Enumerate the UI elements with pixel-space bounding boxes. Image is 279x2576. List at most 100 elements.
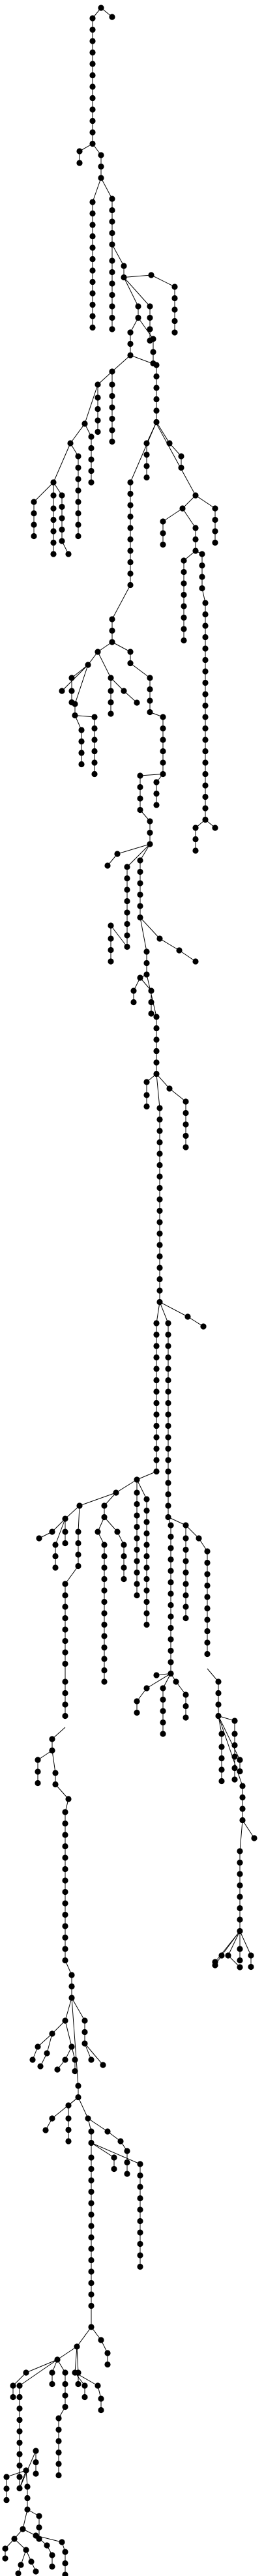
tree-node [137,783,143,791]
tree-node [91,737,98,743]
tree-node [181,557,187,564]
tree-node [62,1649,68,1656]
tree-node [85,662,91,668]
tree-edge [19,2359,58,2386]
tree-edge [218,1716,241,1761]
tree-node [52,1770,59,1776]
tree-node [88,2177,95,2184]
tree-node [101,1656,108,1662]
tree-node [62,1712,68,1720]
tree-node [184,1313,191,1320]
tree-node [75,533,81,540]
tree-node [109,14,115,20]
tree-node [248,1963,254,1970]
tree-edge [61,664,89,692]
tree-node [137,880,143,886]
tree-node [65,2126,72,2133]
tree-node [143,1496,150,1502]
tree-node [215,1690,222,1697]
tree-node [218,1755,225,1762]
tree-node [59,688,65,694]
tree-node [101,1542,108,1548]
tree-node [88,445,95,452]
tree-node [89,324,96,331]
tree-node [75,1562,81,1570]
tree-node [76,1502,83,1509]
tree-edge [185,1525,199,1539]
tree-node [121,1542,127,1548]
tree-node [121,1553,127,1560]
tree-node [127,548,134,554]
tree-node [101,1564,108,1571]
tree-node [127,525,134,531]
tree-edge [140,774,164,776]
tree-node [68,1972,75,1978]
tree-edge [123,277,139,307]
tree-node [156,1162,163,1169]
tree-edge [76,2326,92,2347]
tree-node [109,229,115,237]
tree-node [171,306,178,313]
tree-node [143,1553,150,1560]
tree-node [165,1354,171,1361]
tree-node [101,1587,108,1594]
tree-node [237,1894,243,1900]
tree-node [50,479,57,486]
tree-node [88,2139,95,2146]
tree-node [81,420,88,427]
tree-node [199,574,205,580]
tree-node [200,1323,207,1330]
tree-node [156,1276,163,1283]
tree-node [202,656,209,664]
tree-node [31,521,37,528]
tree-node [231,1742,238,1749]
tree-node [109,438,115,445]
tree-node [148,272,154,278]
tree-node [153,407,160,414]
tree-node [111,2154,117,2161]
tree-edge [159,1302,169,1324]
tree-edge [136,1479,147,1500]
tree-edge [136,1471,157,1480]
tree-edge [65,1505,80,1519]
tree-node [160,1731,166,1737]
tree-node [199,551,205,557]
tree-node [16,2416,23,2423]
tree-node [89,222,96,228]
tree-node [89,210,96,217]
tree-edge [156,423,196,496]
tree-node [109,427,115,433]
tree-node [168,1659,174,1665]
tree-node [24,2506,31,2513]
tree-edge [140,917,147,952]
tree-edge [140,917,160,939]
tree-node [218,1744,225,1750]
tree-edge [123,277,151,307]
tree-node [153,396,160,403]
tree-node [160,725,166,732]
tree-node [101,1502,108,1509]
tree-node [134,1489,140,1496]
tree-edge [71,1997,85,2021]
tree-node [153,1399,160,1407]
tree-node [165,1480,171,1486]
tree-node [59,515,65,521]
tree-node [121,274,127,281]
tree-node [109,241,115,248]
tree-node [62,1877,68,1884]
tree-node [181,603,187,609]
tree-node [88,2257,95,2264]
tree-node [153,1343,160,1349]
tree-edge [169,1088,186,1102]
tree-node [89,72,96,79]
tree-node [212,539,218,546]
tree-edge [111,355,131,372]
tree-node [111,2165,117,2173]
tree-node [88,2291,95,2298]
tree-node [153,1059,160,1066]
tree-edge [115,1479,138,1493]
tree-node [62,1888,68,1895]
tree-node [143,1564,150,1571]
tree-node [62,1581,68,1587]
tree-node [183,1535,189,1542]
